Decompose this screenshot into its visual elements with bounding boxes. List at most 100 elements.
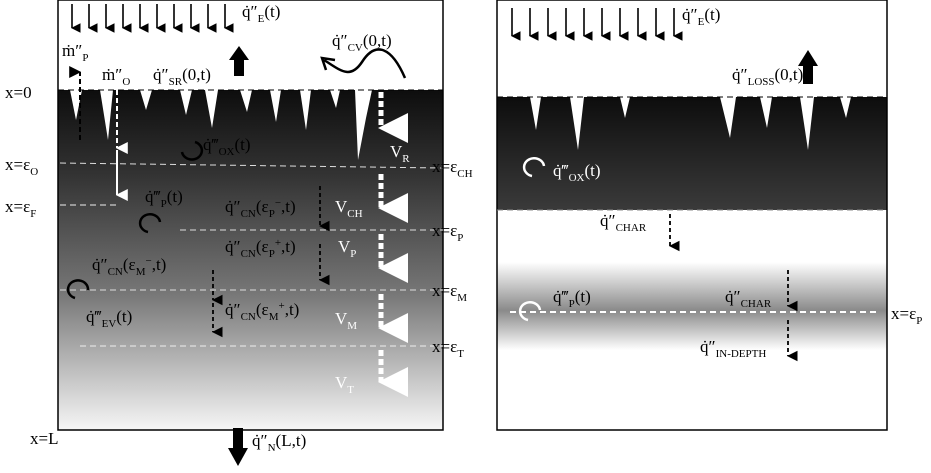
label-part: ,t) <box>281 237 296 256</box>
label-part: R <box>402 153 410 165</box>
label-part: x=ε <box>432 337 457 356</box>
label-part: M <box>269 311 279 323</box>
label-part: q̇″ <box>332 31 348 50</box>
diagram: x=0x=εOx=εFx=Lq̇″E(t)ṁ″Pṁ″Oq̇″SR(0,t)q̇″… <box>0 0 931 473</box>
label-part: T <box>457 348 464 360</box>
label-part: OX <box>569 172 585 184</box>
label-part: x=L <box>30 429 58 448</box>
label-part: V <box>338 237 351 256</box>
label: q̇″N(L,t) <box>252 431 306 454</box>
label-part: V <box>335 309 348 328</box>
label-part: q̇‴ <box>145 187 161 206</box>
label-part: q̇″ <box>732 65 748 84</box>
label-part: q̇″ <box>225 237 241 256</box>
label: x=εP <box>891 304 922 327</box>
label: x=0 <box>5 83 32 102</box>
label-part: (ε <box>256 237 269 256</box>
right-frame <box>497 0 887 430</box>
label-part: (t) <box>584 161 600 180</box>
label-part: x=ε <box>432 281 457 300</box>
label-part: ṁ″ <box>102 65 122 84</box>
label-part: N <box>268 442 276 454</box>
label: q̇″CHAR <box>600 211 647 234</box>
label-part: q̇″ <box>700 337 716 356</box>
label-part: q̇″ <box>225 300 241 319</box>
label-part: P <box>916 315 922 327</box>
label-part: O <box>122 76 130 88</box>
label: x=L <box>30 429 58 448</box>
label-part: CHAR <box>741 298 772 310</box>
label-part: CH <box>347 208 362 220</box>
label-part: O <box>30 166 38 178</box>
label-part: ṁ″ <box>62 41 82 60</box>
label-part: CN <box>241 311 256 323</box>
label-part: T <box>347 384 354 396</box>
label-part: P <box>269 248 275 260</box>
label-part: (ε <box>256 300 269 319</box>
label: q̇″E(t) <box>682 5 720 28</box>
label-part: q̇″ <box>92 255 108 274</box>
label-part: P <box>82 52 88 64</box>
label-part: x=ε <box>5 155 30 174</box>
label-part: (t) <box>116 307 132 326</box>
label-part: V <box>335 197 348 216</box>
label-part: M <box>347 320 357 332</box>
right-panel <box>497 0 887 430</box>
right-incident-arrows <box>512 8 674 36</box>
label-part: (L,t) <box>276 431 307 450</box>
label-part: M <box>457 292 467 304</box>
label-part: x=0 <box>5 83 32 102</box>
label-part: (t) <box>264 2 280 21</box>
label-part: (ε <box>123 255 136 274</box>
label: q̇″LOSS(0,t) <box>732 65 803 88</box>
label-part: P <box>350 248 356 260</box>
label-part: (0,t) <box>363 31 392 50</box>
label-part: q̇‴ <box>86 307 102 326</box>
pyrolysis-band <box>497 262 887 350</box>
label-part: M <box>136 266 146 278</box>
label-part: ,t) <box>281 197 296 216</box>
label-part: (0,t) <box>775 65 804 84</box>
label-part: q̇″ <box>225 197 241 216</box>
label-part: q̇″ <box>600 211 616 230</box>
label-part: (ε <box>256 197 269 216</box>
label-part: x=ε <box>432 221 457 240</box>
label-part: (t) <box>234 135 250 154</box>
label-part: x=ε <box>891 304 916 323</box>
label-part: (t) <box>167 187 183 206</box>
label-part: ,t) <box>152 255 167 274</box>
label-part: (t) <box>575 287 591 306</box>
label-part: CHAR <box>616 222 647 234</box>
label-part: SR <box>169 76 183 88</box>
char-layer <box>497 97 887 210</box>
label: x=εO <box>5 155 38 178</box>
label-part: OX <box>219 146 235 158</box>
label-part: q̇″ <box>242 2 258 21</box>
label-part: F <box>30 208 36 220</box>
label-part: P <box>457 232 463 244</box>
label-part: q̇″ <box>725 287 741 306</box>
label-part: q̇‴ <box>203 135 219 154</box>
label-part: EV <box>102 318 117 330</box>
label-part: x=ε <box>432 157 457 176</box>
label-part: IN-DEPTH <box>716 348 767 360</box>
label-part: CN <box>241 248 256 260</box>
label-part: x=ε <box>5 197 30 216</box>
label-part: (0,t) <box>182 65 211 84</box>
label-part: LOSS <box>748 76 775 88</box>
label-part: q̇″ <box>252 431 268 450</box>
label-part: q̇″ <box>682 5 698 24</box>
label: x=εF <box>5 197 36 220</box>
label-part: ,t) <box>285 300 300 319</box>
label-part: V <box>335 373 348 392</box>
label-part: (t) <box>704 5 720 24</box>
label-part: q̇‴ <box>553 287 569 306</box>
label-part: CH <box>457 168 472 180</box>
label-part: q̇‴ <box>553 161 569 180</box>
label-part: q̇″ <box>153 65 169 84</box>
label-part: P <box>269 208 275 220</box>
label-part: V <box>390 142 403 161</box>
label-part: CN <box>108 266 123 278</box>
label-part: CN <box>241 208 256 220</box>
label-part: CV <box>348 42 363 54</box>
